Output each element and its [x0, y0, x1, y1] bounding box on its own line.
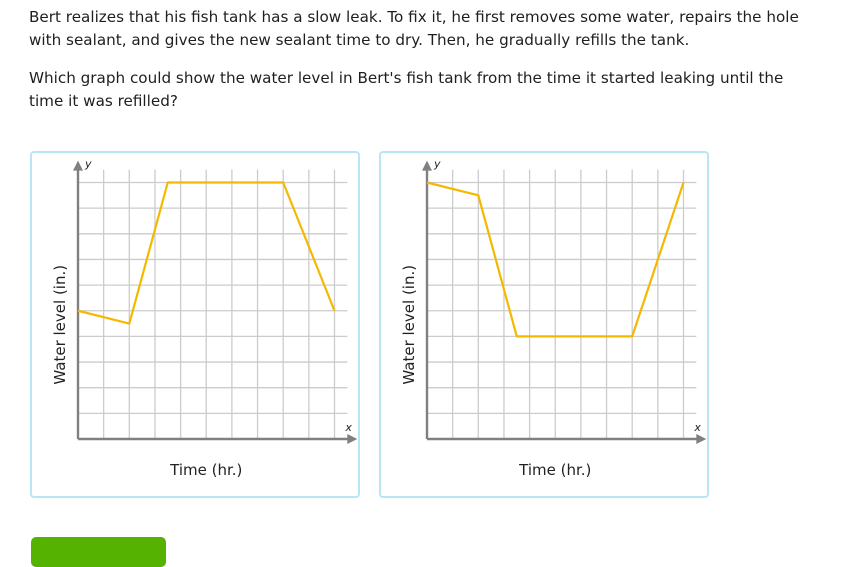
answer-choice-graph-1[interactable]: y x Time (hr.) Water level (in.): [30, 151, 360, 498]
y-axis-arrow-icon: [422, 160, 432, 171]
water-level-line: [426, 181, 685, 338]
answer-choice-graph-2[interactable]: y x Time (hr.) Water level (in.): [379, 151, 709, 498]
water-level-line: [77, 181, 336, 325]
x-axis-letter: x: [693, 421, 701, 434]
grid: [78, 169, 348, 439]
x-axis-arrow-icon: [696, 434, 707, 444]
y-axis-letter: y: [433, 158, 441, 171]
y-axis-arrow-icon: [73, 160, 83, 171]
question-ask: Which graph could show the water level i…: [29, 69, 784, 110]
x-axis-letter: x: [344, 421, 352, 434]
question-prompt: Bert realizes that his fish tank has a s…: [29, 6, 809, 112]
line-graph-2: y x Time (hr.) Water level (in.): [400, 158, 707, 479]
question-text: Bert realizes that his fish tank has a s…: [29, 8, 799, 49]
grid: [427, 169, 697, 439]
line-graph-1: y x Time (hr.) Water level (in.): [51, 158, 358, 479]
x-axis-label: Time (hr.): [169, 461, 242, 479]
y-axis-letter: y: [84, 158, 92, 171]
y-axis-label: Water level (in.): [400, 265, 418, 385]
x-axis-arrow-icon: [347, 434, 358, 444]
y-axis-label: Water level (in.): [51, 265, 69, 385]
x-axis-label: Time (hr.): [518, 461, 591, 479]
